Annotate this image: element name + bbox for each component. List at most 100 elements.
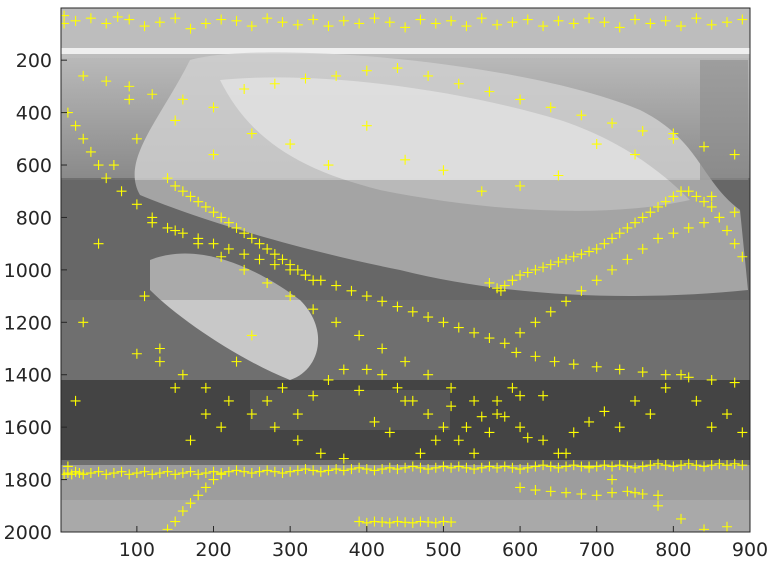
scatter-point — [637, 488, 648, 499]
scatter-point — [499, 280, 510, 291]
x-tick-label: 500 — [425, 539, 461, 561]
scatter-point — [653, 458, 664, 469]
scatter-point — [131, 133, 142, 144]
scatter-point — [438, 317, 449, 328]
scatter-point — [415, 448, 426, 459]
scatter-point — [124, 81, 135, 92]
scatter-point — [653, 201, 664, 212]
scatter-point — [722, 409, 733, 420]
scatter-point — [147, 469, 158, 480]
scatter-point — [269, 78, 280, 89]
scatter-point — [400, 356, 411, 367]
scatter-point — [729, 377, 740, 388]
scatter-point — [476, 462, 487, 473]
scatter-point — [78, 469, 89, 480]
scatter-point — [85, 468, 96, 479]
y-tick-label: 1800 — [4, 470, 52, 492]
scatter-point — [423, 517, 434, 528]
scatter-point — [576, 110, 587, 121]
scatter-point — [392, 63, 403, 74]
scatter-point — [292, 465, 303, 476]
y-tick-label: 1400 — [4, 365, 52, 387]
scatter-point — [185, 23, 196, 34]
scatter-point — [262, 277, 273, 288]
scatter-point — [599, 406, 610, 417]
scatter-point — [193, 490, 204, 501]
scatter-point — [722, 460, 733, 471]
scatter-point — [277, 468, 288, 479]
scatter-point — [323, 21, 334, 32]
scatter-point — [262, 395, 273, 406]
scatter-point — [630, 14, 641, 25]
scatter-point — [354, 330, 365, 341]
scatter-point — [200, 468, 211, 479]
scatter-point — [676, 369, 687, 380]
scatter-point — [177, 468, 188, 479]
scatter-point — [277, 17, 288, 28]
scatter-point — [599, 17, 610, 28]
scatter-point — [484, 277, 495, 288]
scatter-point — [101, 469, 112, 480]
scatter-point — [292, 409, 303, 420]
scatter-point — [239, 264, 250, 275]
scatter-point — [607, 461, 618, 472]
scatter-point — [331, 464, 342, 475]
scatter-point — [660, 460, 671, 471]
scatter-point — [162, 524, 173, 532]
y-tick-label: 600 — [16, 155, 52, 177]
scatter-point — [231, 222, 242, 233]
scatter-point — [584, 13, 595, 24]
scatter-point — [484, 333, 495, 344]
scatter-point — [515, 180, 526, 191]
scatter-point — [415, 14, 426, 25]
scatter-point — [660, 369, 671, 380]
scatter-point — [384, 462, 395, 473]
scatter-point — [430, 462, 441, 473]
scatter-point — [285, 264, 296, 275]
scatter-point — [361, 65, 372, 76]
scatter-point — [645, 207, 656, 218]
scatter-point — [292, 19, 303, 30]
scatter-point — [70, 120, 81, 131]
scatter-point — [185, 191, 196, 202]
scatter-point — [254, 466, 265, 477]
scatter-point — [568, 460, 579, 471]
scatter-point — [392, 516, 403, 527]
scatter-point — [576, 249, 587, 260]
y-axis: 200 400 600 800 1000 1200 1400 1600 1800 2000 — [4, 50, 67, 544]
scatter-point — [315, 466, 326, 477]
scatter-point — [568, 427, 579, 438]
scatter-point — [308, 304, 319, 315]
scatter-point — [101, 76, 112, 87]
scatter-point — [614, 364, 625, 375]
scatter-point — [246, 21, 257, 32]
scatter-point — [484, 461, 495, 472]
scatter-point — [653, 500, 664, 511]
scatter-point — [93, 466, 104, 477]
scatter-point — [668, 128, 679, 139]
scatter-point — [400, 22, 411, 33]
scatter-point — [515, 482, 526, 493]
scatter-point — [607, 233, 618, 244]
scatter-point — [561, 254, 572, 265]
scatter-point — [461, 422, 472, 433]
scatter-point — [338, 465, 349, 476]
scatter-point — [446, 517, 457, 528]
scatter-point — [315, 275, 326, 286]
scatter-point — [591, 490, 602, 501]
scatter-point — [200, 482, 211, 493]
scatter-point — [729, 149, 740, 160]
scatter-point — [706, 201, 717, 212]
scatter-point — [591, 243, 602, 254]
scatter-point — [112, 11, 123, 22]
scatter-point — [154, 356, 165, 367]
scatter-point — [377, 343, 388, 354]
scatter-point — [507, 382, 518, 393]
scatter-point — [522, 462, 533, 473]
scatter-point — [515, 390, 526, 401]
scatter-point — [637, 461, 648, 472]
scatter-point — [561, 296, 572, 307]
scatter-point — [239, 249, 250, 260]
scatter-point — [170, 115, 181, 126]
scatter-point — [78, 70, 89, 81]
